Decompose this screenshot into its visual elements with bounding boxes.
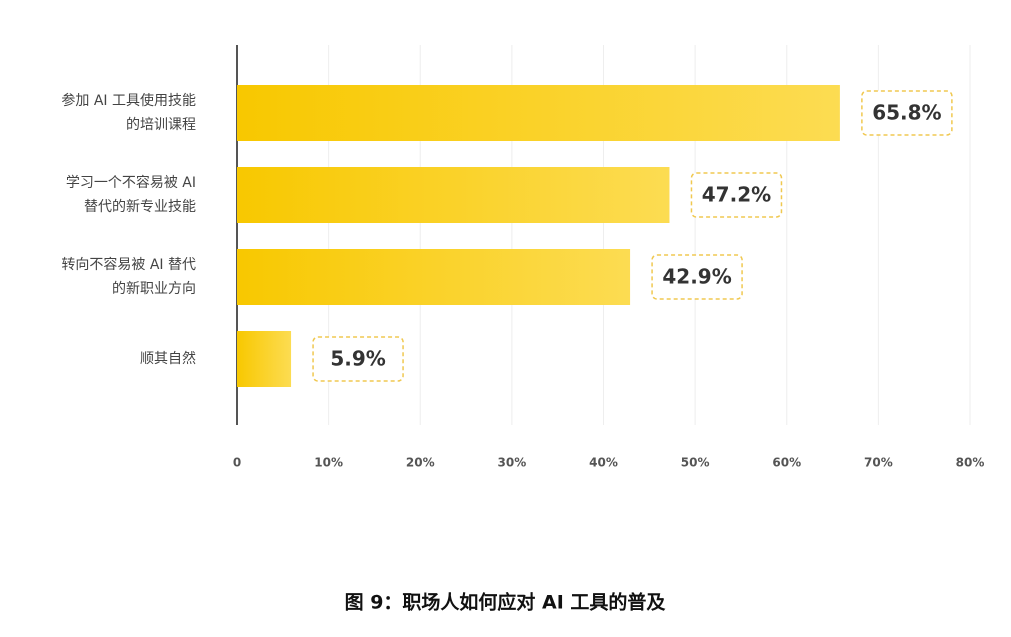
- bar: [237, 249, 631, 305]
- y-tick-label: 转向不容易被 AI 替代: [61, 256, 196, 273]
- x-tick-label: 10%: [314, 456, 343, 470]
- bar: [237, 85, 840, 141]
- x-tick-label: 30%: [498, 456, 527, 470]
- value-label: 65.8%: [872, 101, 941, 125]
- y-tick-label: 参加 AI 工具使用技能: [61, 92, 196, 109]
- x-tick-label: 80%: [956, 456, 985, 470]
- value-label: 47.2%: [702, 183, 771, 207]
- x-tick-label: 40%: [589, 456, 618, 470]
- y-tick-label: 的培训课程: [126, 117, 196, 133]
- value-label-box: [312, 336, 404, 382]
- y-tick-label: 学习一个不容易被 AI: [66, 174, 196, 191]
- x-tick-label: 50%: [681, 456, 710, 470]
- value-label: 42.9%: [662, 265, 731, 289]
- chart-title: 图 9：职场人如何应对 AI 工具的普及: [345, 591, 667, 614]
- y-tick-label: 顺其自然: [140, 350, 196, 367]
- value-label-box: [690, 172, 783, 218]
- y-tick-label: 替代的新专业技能: [84, 199, 196, 215]
- bar: [237, 331, 292, 387]
- value-label-box: [651, 254, 743, 300]
- bar: [237, 167, 670, 223]
- x-tick-label: 0: [233, 456, 241, 470]
- x-tick-label: 20%: [406, 456, 435, 470]
- x-tick-label: 60%: [772, 456, 801, 470]
- value-label: 5.9%: [330, 347, 385, 371]
- y-tick-label: 的新职业方向: [112, 281, 196, 297]
- value-label-box: [861, 90, 953, 136]
- x-tick-label: 70%: [864, 456, 893, 470]
